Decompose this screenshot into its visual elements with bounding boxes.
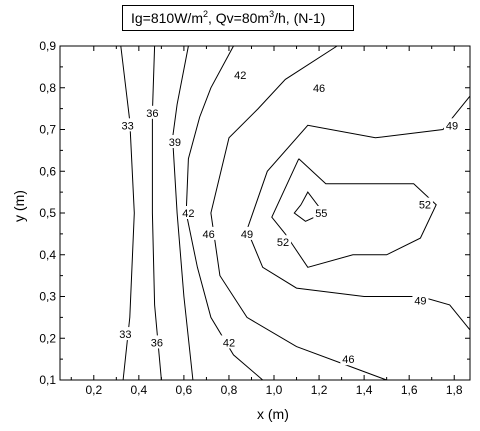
contour-label-49: 49 — [446, 120, 458, 132]
x-tick-label: 0,2 — [85, 383, 102, 397]
contour-label-bg — [148, 335, 165, 349]
contour-label-bg — [340, 352, 357, 366]
y-axis-label: y (m) — [11, 190, 27, 222]
y-tick-label: 0,8 — [39, 81, 56, 95]
x-tick-label: 0,8 — [221, 383, 238, 397]
chart-title: Ig=810W/m2, Qv=80m3/h, (N-1) — [122, 5, 354, 31]
x-axis-label: x (m) — [257, 406, 289, 422]
contour-label-42: 42 — [223, 337, 235, 349]
contour-label-39: 39 — [169, 137, 181, 149]
contour-label-52: 52 — [277, 237, 289, 249]
x-tick-label: 1,4 — [356, 383, 373, 397]
y-tick-label: 0,1 — [39, 373, 56, 387]
title-text: Ig=810W/m — [131, 10, 203, 26]
y-tick-label: 0,3 — [39, 290, 56, 304]
y-tick-label: 0,2 — [39, 331, 56, 345]
contour-label-bg — [313, 206, 330, 219]
contour-label-49: 49 — [414, 296, 426, 308]
contour-label-bg — [311, 80, 328, 94]
contour-label-bg — [443, 118, 460, 132]
contour-label-52: 52 — [419, 200, 431, 212]
contour-label-49: 49 — [241, 229, 253, 241]
contour-line-42 — [185, 45, 264, 381]
contour-line-36 — [151, 45, 162, 381]
contour-label-bg — [144, 105, 161, 119]
contour-label-33: 33 — [121, 120, 133, 132]
y-tick-label: 0,6 — [39, 164, 56, 178]
contour-label-bg — [220, 335, 237, 349]
x-tick-label: 0,6 — [176, 383, 193, 397]
x-tick-label: 1,0 — [266, 383, 283, 397]
contour-line-39 — [172, 45, 194, 381]
contour-label-46: 46 — [203, 229, 215, 241]
contour-label-bg — [275, 235, 292, 249]
title-text: /h, (N-1) — [274, 10, 326, 26]
axis-ticks: 0,2 0,4 0,6 0,8 1,0 1,2 1,4 1,6 1,8 0,1 0,2 0,3 0,4 0… — [39, 39, 470, 397]
contour-label-36: 36 — [151, 337, 163, 349]
contour-lines — [120, 45, 471, 381]
x-tick-label: 1,2 — [311, 383, 328, 397]
contour-label-bg — [180, 206, 197, 219]
y-tick-label: 0,9 — [39, 39, 56, 53]
contour-label-42: 42 — [234, 70, 246, 82]
contour-label-46: 46 — [313, 83, 325, 95]
contour-labels: 33 33 36 36 39 42 42 42 46 46 46 49 49 49 52 52 55 — [117, 68, 460, 366]
contour-label-bg — [166, 135, 183, 149]
contour-label-42: 42 — [182, 208, 194, 220]
contour-label-55: 55 — [315, 208, 327, 220]
x-tick-label: 1,6 — [401, 383, 418, 397]
title-text: , Qv=80m — [208, 10, 270, 26]
contour-label-33: 33 — [119, 329, 131, 341]
y-tick-label: 0,7 — [39, 123, 56, 137]
x-tick-label: 1,8 — [446, 383, 463, 397]
contour-label-bg — [200, 226, 217, 240]
contour-label-bg — [416, 197, 433, 211]
contour-line-52 — [271, 158, 437, 268]
contour-label-36: 36 — [146, 108, 158, 120]
contour-label-bg — [117, 327, 134, 341]
title-superscript: 3 — [269, 9, 275, 19]
y-tick-label: 0,4 — [39, 248, 56, 262]
x-tick-label: 0,4 — [131, 383, 148, 397]
contour-line-49 — [246, 95, 471, 331]
y-tick-label: 0,5 — [39, 206, 56, 220]
contour-label-bg — [119, 118, 136, 132]
title-superscript: 2 — [202, 9, 208, 19]
contour-label-46: 46 — [342, 354, 354, 366]
contour-label-bg — [412, 293, 429, 307]
contour-line-46 — [210, 45, 387, 381]
contour-label-bg — [238, 226, 255, 240]
contour-label-bg — [232, 68, 249, 82]
